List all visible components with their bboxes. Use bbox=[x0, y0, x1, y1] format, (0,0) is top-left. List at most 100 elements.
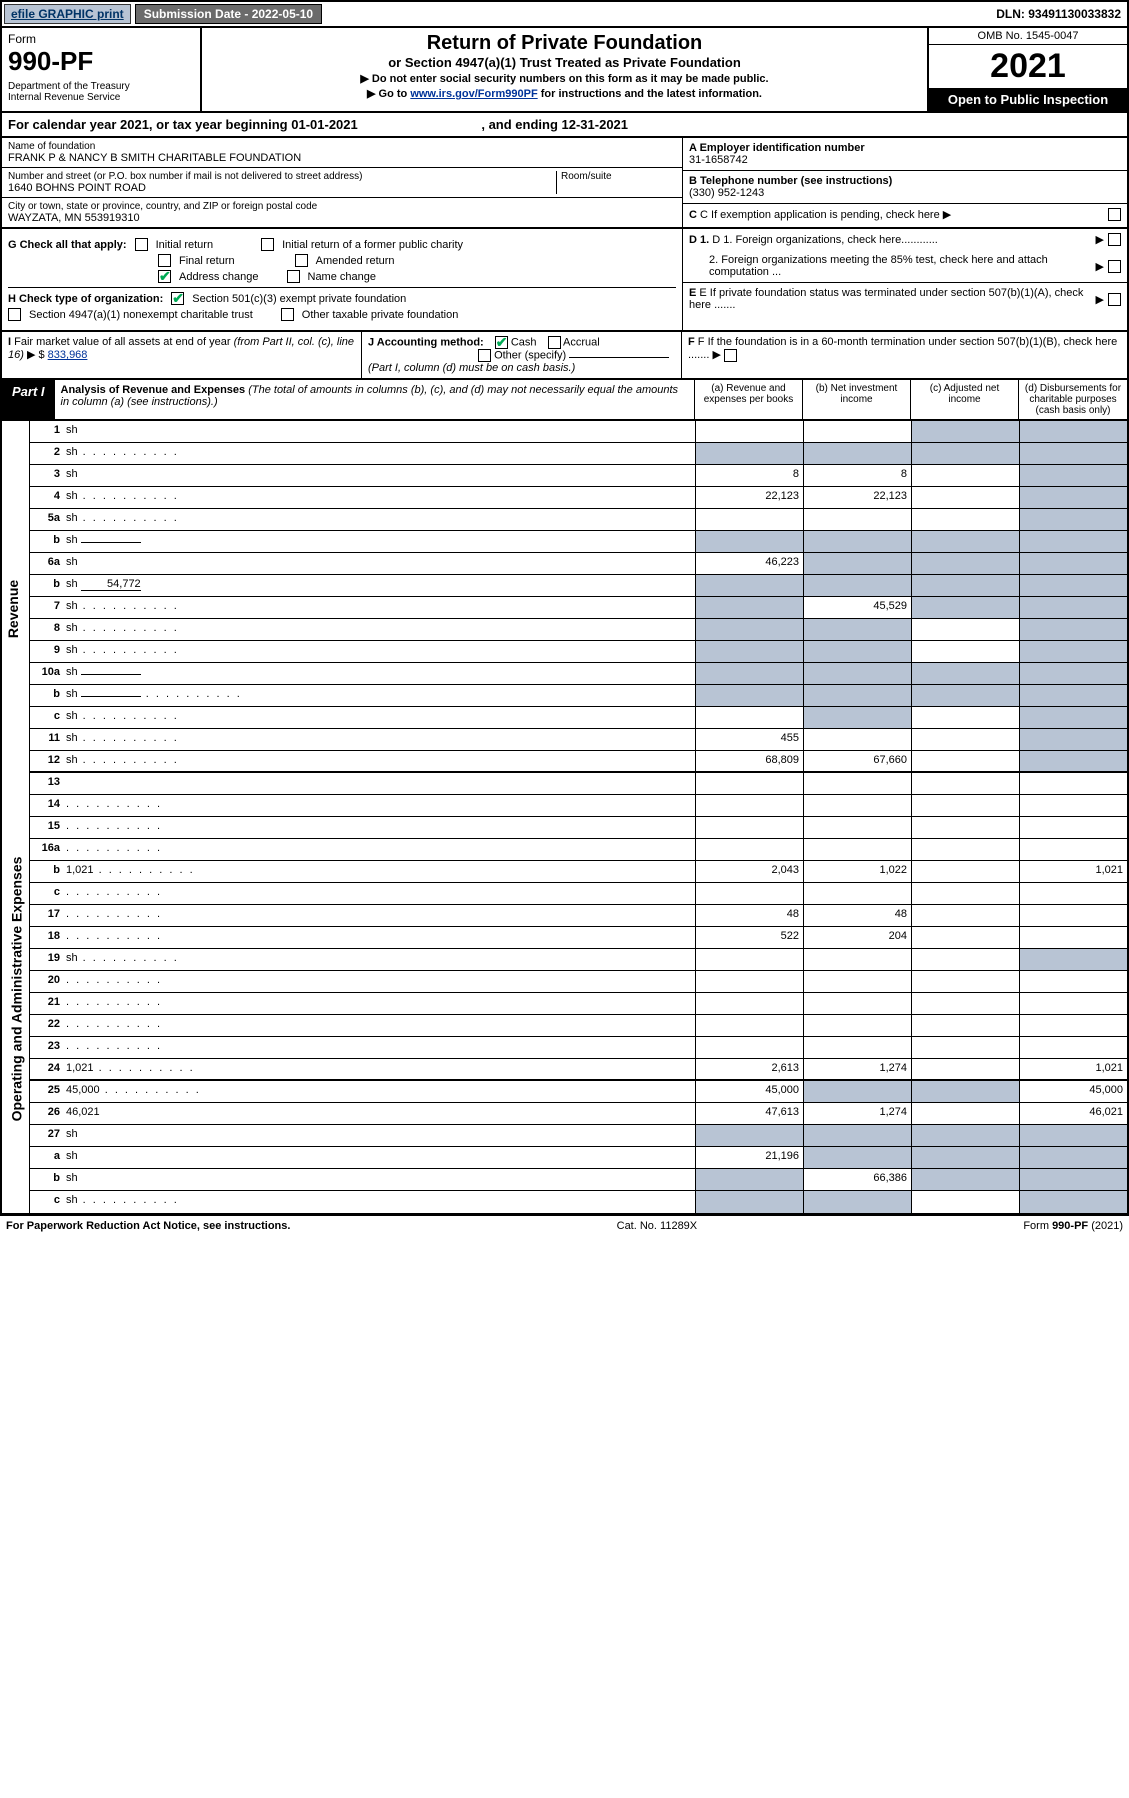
table-row: bsh bbox=[30, 531, 1127, 553]
table-row: 19sh bbox=[30, 949, 1127, 971]
row-desc bbox=[66, 773, 695, 794]
cell-d bbox=[1019, 883, 1127, 904]
address-row: Number and street (or P.O. box number if… bbox=[2, 168, 682, 198]
cell-c bbox=[911, 443, 1019, 464]
table-row: 2646,02147,6131,27446,021 bbox=[30, 1103, 1127, 1125]
cash-checkbox[interactable] bbox=[495, 336, 508, 349]
row-desc: sh bbox=[66, 1191, 695, 1213]
cell-a: 21,196 bbox=[695, 1147, 803, 1168]
top-bar: efile GRAPHIC print Submission Date - 20… bbox=[0, 0, 1129, 28]
cell-a bbox=[695, 1191, 803, 1213]
header-center: Return of Private Foundation or Section … bbox=[202, 28, 927, 111]
cell-c bbox=[911, 1147, 1019, 1168]
submission-date: Submission Date - 2022-05-10 bbox=[135, 4, 322, 24]
cell-b bbox=[803, 795, 911, 816]
cell-d bbox=[1019, 685, 1127, 706]
cell-a bbox=[695, 993, 803, 1014]
accrual-checkbox[interactable] bbox=[548, 336, 561, 349]
row-number: 6a bbox=[30, 553, 66, 574]
501c3-checkbox[interactable] bbox=[171, 292, 184, 305]
4947-checkbox[interactable] bbox=[8, 308, 21, 321]
cat-no: Cat. No. 11289X bbox=[617, 1220, 698, 1232]
row-number: b bbox=[30, 685, 66, 706]
row-desc bbox=[66, 883, 695, 904]
cell-c bbox=[911, 641, 1019, 662]
cell-b bbox=[803, 531, 911, 552]
table-row: 4sh22,12322,123 bbox=[30, 487, 1127, 509]
part1-desc: Analysis of Revenue and Expenses (The to… bbox=[55, 380, 695, 419]
efile-link[interactable]: efile GRAPHIC print bbox=[4, 4, 131, 24]
cell-c bbox=[911, 883, 1019, 904]
initial-former-checkbox[interactable] bbox=[261, 238, 274, 251]
f-checkbox[interactable] bbox=[724, 349, 737, 362]
cell-c bbox=[911, 927, 1019, 948]
h-label: H Check type of organization: bbox=[8, 293, 163, 305]
amended-return-checkbox[interactable] bbox=[295, 254, 308, 267]
cell-c bbox=[911, 949, 1019, 970]
cell-a bbox=[695, 421, 803, 442]
row-desc: sh bbox=[66, 1169, 695, 1190]
cell-c bbox=[911, 575, 1019, 596]
e-checkbox[interactable] bbox=[1108, 293, 1121, 306]
note-2: ▶ Go to www.irs.gov/Form990PF for instru… bbox=[206, 87, 923, 100]
table-row: 13 bbox=[30, 773, 1127, 795]
row-number: 18 bbox=[30, 927, 66, 948]
form-subtitle: or Section 4947(a)(1) Trust Treated as P… bbox=[206, 55, 923, 70]
cell-a: 22,123 bbox=[695, 487, 803, 508]
cell-c bbox=[911, 509, 1019, 530]
cell-c bbox=[911, 1059, 1019, 1079]
fmv-value[interactable]: 833,968 bbox=[48, 349, 88, 361]
row-desc: sh bbox=[66, 619, 695, 640]
d1-checkbox[interactable] bbox=[1108, 233, 1121, 246]
row-number: b bbox=[30, 1169, 66, 1190]
table-row: 6ash46,223 bbox=[30, 553, 1127, 575]
row-desc: sh bbox=[66, 751, 695, 771]
row-number: c bbox=[30, 707, 66, 728]
row-number: 26 bbox=[30, 1103, 66, 1124]
cell-b: 67,660 bbox=[803, 751, 911, 771]
final-return-checkbox[interactable] bbox=[158, 254, 171, 267]
cell-a bbox=[695, 663, 803, 684]
table-row: 18522204 bbox=[30, 927, 1127, 949]
row-number: 17 bbox=[30, 905, 66, 926]
cell-b: 48 bbox=[803, 905, 911, 926]
table-row: bsh 54,772 bbox=[30, 575, 1127, 597]
cell-a: 522 bbox=[695, 927, 803, 948]
cell-c bbox=[911, 905, 1019, 926]
cell-b bbox=[803, 773, 911, 794]
d2-checkbox[interactable] bbox=[1108, 260, 1121, 273]
cell-d: 46,021 bbox=[1019, 1103, 1127, 1124]
cell-b bbox=[803, 663, 911, 684]
irs-link[interactable]: www.irs.gov/Form990PF bbox=[410, 88, 537, 100]
c-checkbox[interactable] bbox=[1108, 208, 1121, 221]
other-taxable-checkbox[interactable] bbox=[281, 308, 294, 321]
e-row: E E If private foundation status was ter… bbox=[683, 282, 1127, 315]
cell-d bbox=[1019, 1037, 1127, 1058]
cell-c bbox=[911, 1015, 1019, 1036]
other-checkbox[interactable] bbox=[478, 349, 491, 362]
cell-d bbox=[1019, 795, 1127, 816]
initial-return-checkbox[interactable] bbox=[135, 238, 148, 251]
table-row: c bbox=[30, 883, 1127, 905]
table-row: 21 bbox=[30, 993, 1127, 1015]
department: Department of the Treasury Internal Reve… bbox=[8, 81, 194, 103]
table-row: 23 bbox=[30, 1037, 1127, 1059]
table-row: 2545,00045,00045,000 bbox=[30, 1081, 1127, 1103]
cell-d bbox=[1019, 971, 1127, 992]
cell-d bbox=[1019, 1169, 1127, 1190]
cell-a bbox=[695, 1037, 803, 1058]
cell-c bbox=[911, 795, 1019, 816]
cell-b bbox=[803, 1191, 911, 1213]
name-change-checkbox[interactable] bbox=[287, 270, 300, 283]
row-desc: sh bbox=[66, 1147, 695, 1168]
table-row: 241,0212,6131,2741,021 bbox=[30, 1059, 1127, 1081]
table-row: 10ash bbox=[30, 663, 1127, 685]
row-desc: sh bbox=[66, 949, 695, 970]
cell-c bbox=[911, 465, 1019, 486]
cell-a bbox=[695, 531, 803, 552]
row-desc: sh bbox=[66, 509, 695, 530]
address-change-checkbox[interactable] bbox=[158, 270, 171, 283]
cell-c bbox=[911, 663, 1019, 684]
cell-c bbox=[911, 1037, 1019, 1058]
form-number: 990-PF bbox=[8, 46, 194, 77]
